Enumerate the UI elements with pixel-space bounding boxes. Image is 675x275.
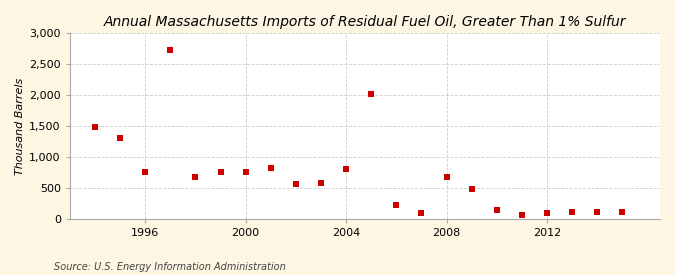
Y-axis label: Thousand Barrels: Thousand Barrels <box>15 77 25 175</box>
Point <box>391 202 402 207</box>
Point <box>190 175 200 180</box>
Title: Annual Massachusetts Imports of Residual Fuel Oil, Greater Than 1% Sulfur: Annual Massachusetts Imports of Residual… <box>104 15 626 29</box>
Point <box>165 48 176 52</box>
Point <box>516 212 527 217</box>
Point <box>592 210 603 214</box>
Point <box>466 186 477 191</box>
Point <box>617 210 628 214</box>
Point <box>491 208 502 213</box>
Point <box>115 136 126 140</box>
Point <box>567 209 578 214</box>
Point <box>215 170 226 175</box>
Point <box>315 181 326 186</box>
Point <box>140 170 151 175</box>
Point <box>441 175 452 179</box>
Point <box>290 182 301 186</box>
Point <box>90 125 101 130</box>
Point <box>240 170 251 174</box>
Point <box>265 165 276 170</box>
Point <box>541 211 552 215</box>
Point <box>366 92 377 97</box>
Text: Source: U.S. Energy Information Administration: Source: U.S. Energy Information Administ… <box>54 262 286 272</box>
Point <box>416 211 427 215</box>
Point <box>341 167 352 171</box>
